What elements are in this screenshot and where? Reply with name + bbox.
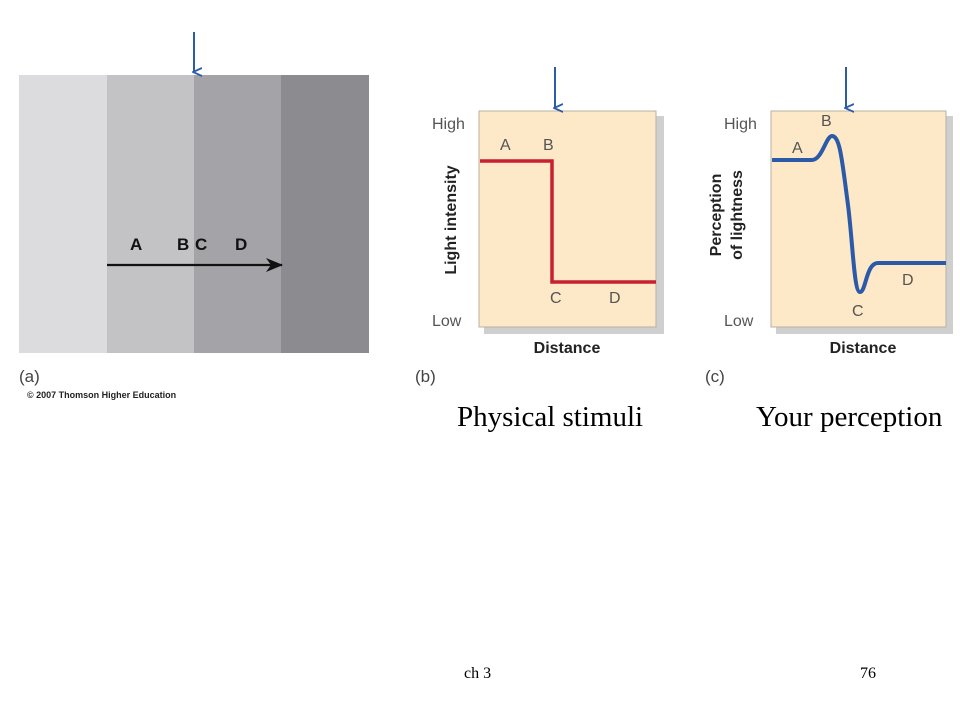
band-2	[107, 75, 194, 353]
y-high-label-b: High	[432, 116, 465, 133]
footer-page-number: 76	[860, 665, 876, 682]
panel-a: A B C D (a) © 2007 Thomson Higher Educat…	[19, 32, 369, 400]
point-a-label-c: A	[792, 140, 803, 157]
point-a-label-b: A	[500, 137, 511, 154]
y-low-label-c: Low	[724, 313, 754, 330]
point-b-label-b: B	[543, 137, 554, 154]
panel-b: High Low Light intensity Distance A B C …	[415, 67, 664, 386]
point-d-label: D	[235, 235, 247, 254]
y-axis-title-c-line1: Perception	[708, 174, 725, 257]
y-high-label-c: High	[724, 116, 757, 133]
point-c-label-b: C	[550, 290, 562, 307]
y-axis-title-b: Light intensity	[443, 165, 460, 274]
caption-your-perception: Your perception	[756, 401, 943, 433]
x-axis-title-c: Distance	[830, 340, 897, 357]
perception-curve	[772, 133, 946, 295]
panel-b-label: (b)	[415, 367, 436, 386]
panel-c-label: (c)	[705, 367, 725, 386]
band-1	[19, 75, 107, 353]
y-low-label-b: Low	[432, 313, 462, 330]
band-3	[194, 75, 281, 353]
point-d-label-c: D	[902, 272, 914, 289]
point-b-label: B	[177, 235, 189, 254]
y-axis-title-c-line2: of lightness	[729, 170, 746, 260]
point-a-label: A	[130, 235, 142, 254]
point-c-label: C	[195, 235, 207, 254]
plot-b-background	[478, 110, 657, 328]
x-axis-title-b: Distance	[534, 340, 601, 357]
footer-chapter: ch 3	[464, 665, 492, 682]
panel-a-label: (a)	[19, 367, 40, 386]
point-b-label-c: B	[821, 113, 832, 130]
copyright-text: © 2007 Thomson Higher Education	[27, 390, 176, 400]
point-c-label-c: C	[852, 303, 864, 320]
light-intensity-curve	[480, 159, 656, 284]
point-d-label-b: D	[609, 290, 621, 307]
panel-c: High Low Perception of lightness Distanc…	[705, 67, 953, 386]
band-4	[281, 75, 369, 353]
caption-physical-stimuli: Physical stimuli	[457, 401, 644, 433]
